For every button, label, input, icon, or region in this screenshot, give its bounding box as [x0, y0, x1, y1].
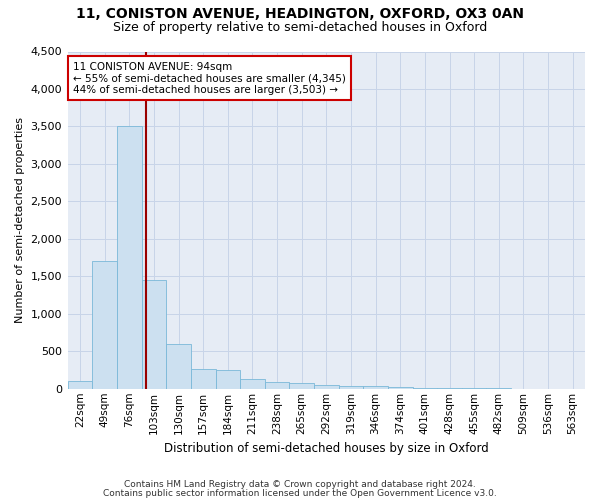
Bar [413, 388, 437, 389]
Bar [142, 280, 166, 389]
Bar [289, 383, 314, 389]
Text: 11, CONISTON AVENUE, HEADINGTON, OXFORD, OX3 0AN: 11, CONISTON AVENUE, HEADINGTON, OXFORD,… [76, 8, 524, 22]
Bar [388, 388, 413, 389]
Bar [68, 380, 92, 389]
Text: Size of property relative to semi-detached houses in Oxford: Size of property relative to semi-detach… [113, 22, 487, 35]
Text: Contains HM Land Registry data © Crown copyright and database right 2024.: Contains HM Land Registry data © Crown c… [124, 480, 476, 489]
X-axis label: Distribution of semi-detached houses by size in Oxford: Distribution of semi-detached houses by … [164, 442, 489, 455]
Bar [166, 344, 191, 389]
Bar [215, 370, 240, 389]
Bar [92, 262, 117, 389]
Bar [338, 386, 364, 389]
Bar [240, 379, 265, 389]
Bar [191, 369, 215, 389]
Bar [364, 386, 388, 389]
Bar [265, 382, 289, 389]
Text: 11 CONISTON AVENUE: 94sqm
← 55% of semi-detached houses are smaller (4,345)
44% : 11 CONISTON AVENUE: 94sqm ← 55% of semi-… [73, 62, 346, 95]
Bar [314, 384, 338, 389]
Bar [117, 126, 142, 389]
Y-axis label: Number of semi-detached properties: Number of semi-detached properties [15, 117, 25, 323]
Bar [437, 388, 462, 389]
Text: Contains public sector information licensed under the Open Government Licence v3: Contains public sector information licen… [103, 488, 497, 498]
